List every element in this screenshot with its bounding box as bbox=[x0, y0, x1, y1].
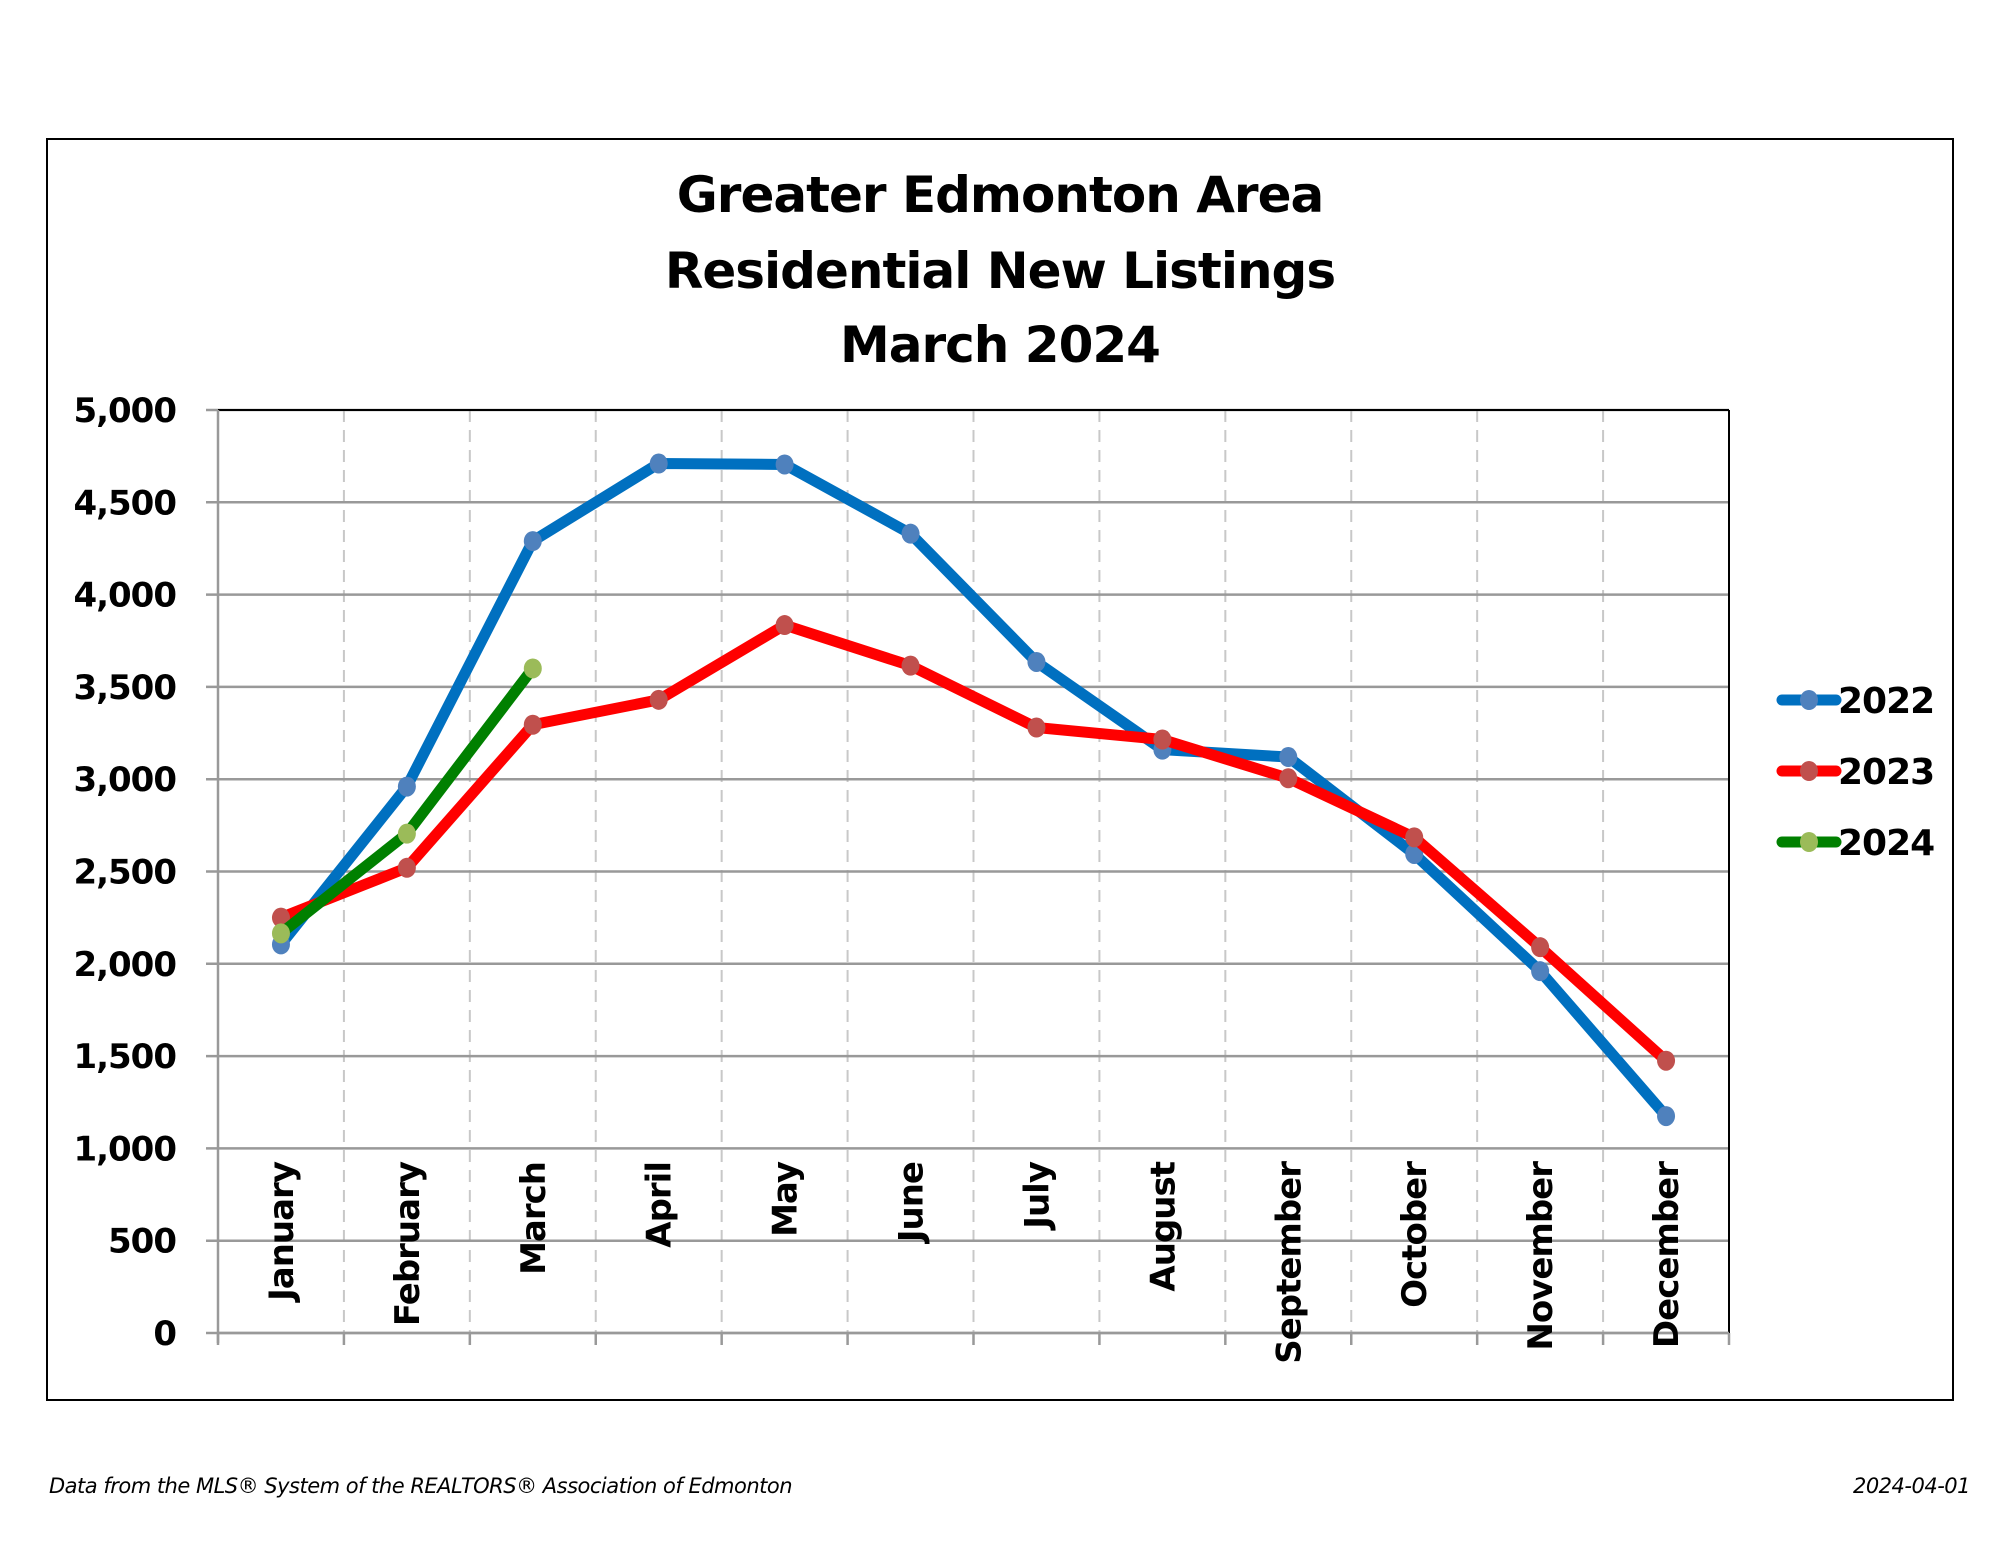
data-point-2023-february bbox=[397, 857, 416, 878]
x-tick-label-july: July bbox=[1017, 1161, 1057, 1231]
data-point-2024-february bbox=[397, 823, 416, 844]
series-line-2023 bbox=[275, 619, 1672, 1067]
y-tick-label: 5,000 bbox=[73, 391, 176, 431]
legend-label-2022: 2022 bbox=[1838, 681, 1934, 722]
y-tick-label: 500 bbox=[108, 1222, 176, 1262]
data-point-2023-january bbox=[271, 907, 290, 928]
y-tick-label: 0 bbox=[153, 1314, 176, 1354]
series-line-2022 bbox=[275, 458, 1672, 1122]
data-point-2023-october bbox=[1405, 827, 1424, 848]
legend-label-2023: 2023 bbox=[1838, 752, 1934, 793]
y-tick-label: 3,500 bbox=[73, 668, 176, 708]
data-point-2024-march bbox=[523, 658, 542, 679]
chart-title-line-2: Residential New Listings bbox=[664, 242, 1336, 300]
x-tick-label-march: March bbox=[514, 1162, 554, 1275]
x-tick-label-october: October bbox=[1395, 1161, 1435, 1308]
footer-date: 2024-04-01 bbox=[1852, 1474, 1971, 1498]
data-point-2023-august bbox=[1153, 729, 1172, 750]
x-tick-label-january: January bbox=[262, 1161, 302, 1303]
x-tick-label-december: December bbox=[1647, 1161, 1687, 1348]
x-tick-label-august: August bbox=[1143, 1161, 1183, 1291]
legend-marker-2023 bbox=[1800, 761, 1818, 781]
chart-frame bbox=[46, 138, 1954, 1401]
data-point-2022-october bbox=[1405, 843, 1424, 864]
legend-marker-2022 bbox=[1800, 690, 1818, 710]
data-point-2023-december bbox=[1657, 1050, 1676, 1071]
chart-title-line-3: March 2024 bbox=[840, 316, 1161, 374]
data-point-2023-november bbox=[1531, 937, 1550, 958]
data-point-2023-july bbox=[1027, 717, 1046, 738]
y-tick-label: 1,000 bbox=[73, 1129, 176, 1169]
y-tick-label: 2,000 bbox=[73, 945, 176, 985]
data-point-2023-march bbox=[523, 714, 542, 735]
data-point-2022-july bbox=[1027, 651, 1046, 672]
data-point-2022-april bbox=[649, 453, 668, 474]
data-point-2023-september bbox=[1279, 768, 1298, 789]
data-point-2022-december bbox=[1657, 1106, 1676, 1127]
y-tick-label: 4,500 bbox=[73, 483, 176, 523]
y-tick-label: 4,000 bbox=[73, 576, 176, 616]
y-tick-label: 2,500 bbox=[73, 853, 176, 893]
y-tick-label: 3,000 bbox=[73, 760, 176, 800]
data-point-2023-may bbox=[775, 615, 794, 636]
x-tick-label-may: May bbox=[766, 1161, 806, 1237]
data-point-2022-november bbox=[1531, 961, 1550, 982]
x-tick-label-june: June bbox=[892, 1162, 932, 1244]
x-tick-label-november: November bbox=[1521, 1161, 1561, 1351]
data-point-2024-january bbox=[271, 923, 290, 944]
data-point-2023-june bbox=[901, 655, 920, 676]
footer-source: Data from the MLS® System of the REALTOR… bbox=[49, 1474, 793, 1498]
chart-title-line-1: Greater Edmonton Area bbox=[676, 166, 1324, 224]
data-point-2022-march bbox=[523, 531, 542, 552]
data-point-2022-may bbox=[775, 454, 794, 475]
data-point-2022-february bbox=[397, 776, 416, 797]
x-tick-label-april: April bbox=[640, 1162, 680, 1248]
legend-label-2024: 2024 bbox=[1838, 823, 1934, 864]
y-tick-label: 1,500 bbox=[73, 1037, 176, 1077]
data-point-2022-september bbox=[1279, 747, 1298, 768]
x-tick-label-september: September bbox=[1269, 1161, 1309, 1364]
legend-marker-2024 bbox=[1800, 832, 1818, 852]
data-point-2023-april bbox=[649, 689, 668, 710]
x-tick-label-february: February bbox=[388, 1161, 428, 1326]
data-point-2022-june bbox=[901, 523, 920, 544]
